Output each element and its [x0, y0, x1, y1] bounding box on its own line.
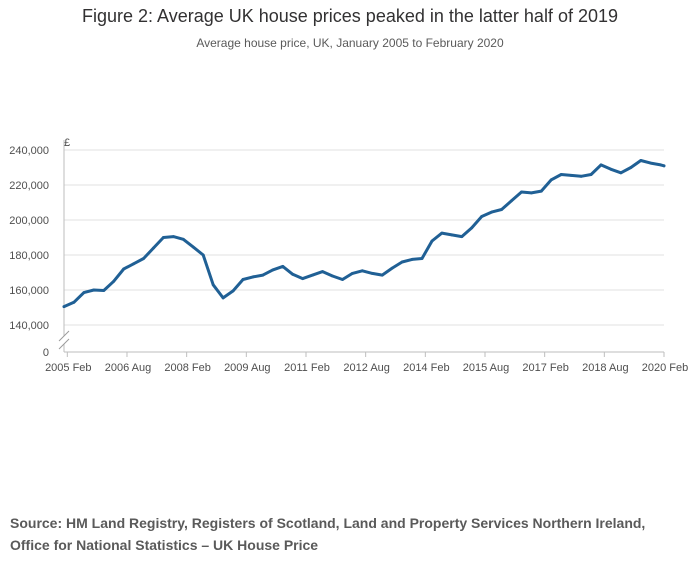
data-point — [430, 239, 434, 243]
data-point — [62, 305, 66, 308]
x-tick-label: 2011 Feb — [284, 362, 330, 374]
x-tick-label: 2018 Aug — [582, 362, 629, 374]
data-point — [599, 163, 603, 167]
source-note: Source: HM Land Registry, Registers of S… — [10, 515, 646, 553]
data-point — [510, 199, 513, 203]
data-point — [221, 296, 225, 300]
x-tick-label: 2005 Feb — [45, 362, 91, 374]
data-point — [659, 163, 663, 167]
data-point — [341, 278, 344, 281]
data-point — [490, 210, 493, 214]
series-line — [62, 159, 666, 309]
data-point — [619, 171, 623, 175]
data-point — [181, 237, 185, 241]
x-tick-label: 2015 Aug — [463, 362, 510, 374]
data-point — [662, 164, 666, 168]
x-tick-label: 2006 Aug — [105, 362, 152, 374]
data-point — [649, 161, 653, 165]
x-tick-label: 2009 Aug — [224, 362, 271, 374]
data-point — [520, 190, 523, 194]
data-point — [609, 167, 613, 171]
y-tick-label: 180,000 — [9, 250, 49, 262]
data-point — [530, 191, 533, 195]
data-point — [360, 269, 364, 273]
x-tick-label: 2017 Feb — [522, 362, 568, 374]
data-point — [351, 272, 354, 275]
data-point — [331, 274, 334, 278]
data-point — [410, 258, 414, 261]
data-point — [311, 273, 314, 277]
data-point — [390, 266, 394, 270]
data-point — [152, 246, 155, 250]
data-point — [321, 270, 324, 273]
data-point — [172, 235, 175, 239]
data-point — [629, 166, 633, 169]
data-point — [559, 173, 563, 176]
axis-break-mark — [58, 330, 70, 342]
axis-break-mark — [58, 338, 70, 350]
data-point — [211, 283, 215, 287]
x-tick-label: 2014 Feb — [403, 362, 449, 374]
y-tick-label: 140,000 — [9, 320, 49, 332]
data-point — [539, 189, 543, 193]
data-point — [420, 257, 424, 260]
y-tick-label: 240,000 — [9, 145, 49, 157]
x-tick-label: 2020 Feb — [642, 362, 688, 374]
data-point — [470, 226, 474, 230]
data-point — [639, 159, 643, 162]
data-point — [281, 265, 285, 268]
data-point — [579, 174, 583, 178]
data-point — [480, 215, 484, 218]
data-point — [440, 231, 444, 235]
data-point — [112, 279, 116, 283]
y-tick-label: 0 — [43, 347, 49, 359]
data-point — [549, 178, 553, 182]
data-point — [191, 245, 195, 249]
data-point — [72, 300, 76, 304]
data-point — [92, 288, 96, 292]
data-point — [82, 291, 86, 294]
data-point — [102, 289, 106, 292]
data-point — [231, 289, 235, 293]
data-point — [201, 253, 205, 257]
x-tick-label: 2008 Feb — [164, 362, 210, 374]
line-chart: 0 140,000 160,000 180,000 200,000 220,000 240,… — [9, 137, 688, 374]
y-tick-label: 200,000 — [9, 215, 49, 227]
data-point — [142, 257, 146, 260]
data-point — [291, 272, 295, 276]
data-point — [132, 262, 136, 266]
data-point — [589, 173, 593, 176]
data-point — [241, 278, 245, 281]
y-axis-label: £ — [64, 137, 70, 149]
data-point — [301, 277, 305, 280]
data-point — [380, 273, 384, 277]
chart-subtitle: Average house price, UK, January 2005 to… — [196, 36, 504, 50]
data-point — [261, 273, 265, 277]
data-point — [251, 275, 255, 279]
data-point — [122, 267, 126, 271]
data-point — [450, 233, 454, 237]
y-tick-label: 160,000 — [9, 285, 49, 297]
data-point — [400, 260, 404, 264]
data-point — [162, 236, 165, 239]
data-point — [271, 268, 275, 272]
data-point — [569, 174, 573, 177]
data-point — [460, 235, 464, 239]
y-tick-label: 220,000 — [9, 180, 49, 192]
data-point — [500, 208, 503, 211]
chart-title: Figure 2: Average UK house prices peaked… — [81, 6, 618, 26]
data-point — [370, 272, 374, 275]
x-tick-label: 2012 Aug — [343, 362, 390, 374]
